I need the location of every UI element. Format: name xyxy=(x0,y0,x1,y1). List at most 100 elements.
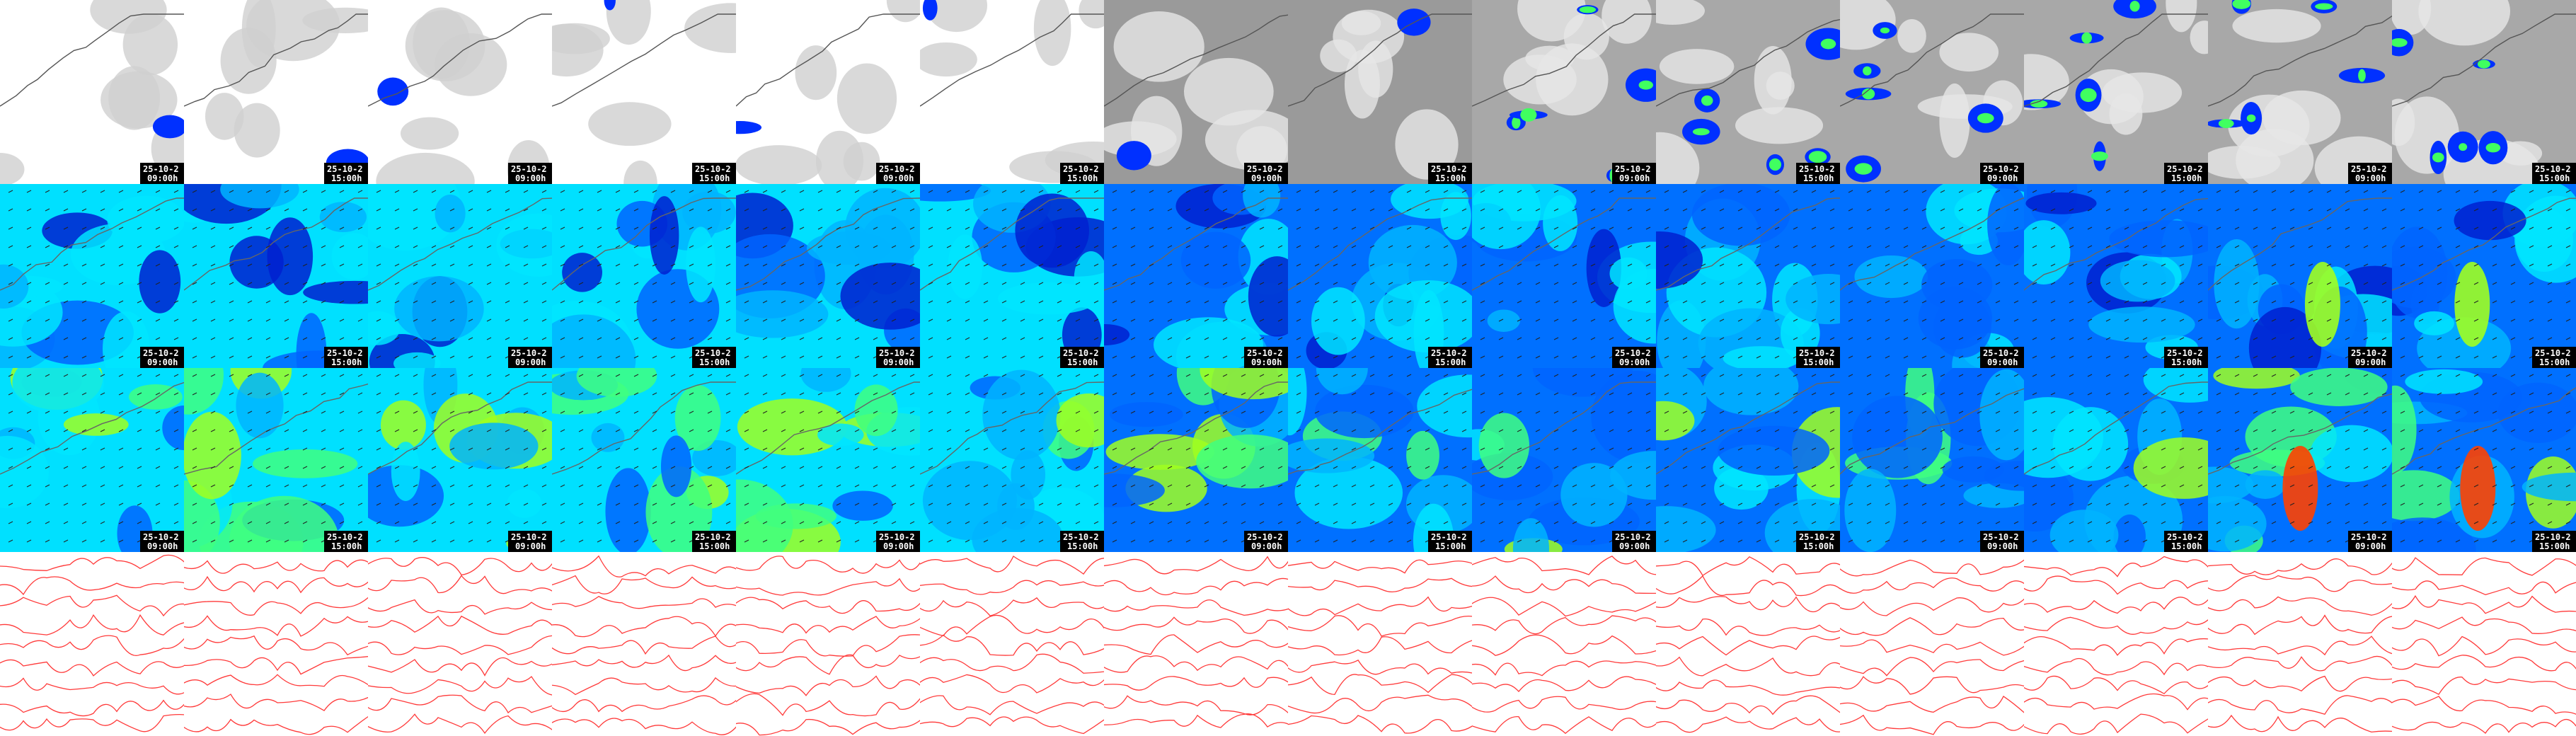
wind-arrow xyxy=(1645,263,1651,267)
wind-arrow xyxy=(1480,466,1485,469)
wind-arrow xyxy=(1535,282,1541,285)
wind-arrow xyxy=(284,539,289,543)
wind-arrow xyxy=(2087,539,2093,543)
timestamp-box xyxy=(508,347,552,368)
wind-arrow xyxy=(2363,282,2369,285)
field-blob xyxy=(1104,473,1165,507)
wind-arrow xyxy=(2418,374,2424,377)
wind-arrow xyxy=(1701,374,1706,377)
wind-arrow xyxy=(1921,300,1927,304)
wind-arrow xyxy=(1296,429,1301,432)
wind-arrow xyxy=(560,226,565,230)
isobar xyxy=(2392,616,2576,634)
wind-arrow xyxy=(1682,539,1688,543)
wind-arrow xyxy=(210,521,216,524)
wind-arrow xyxy=(1793,300,1798,304)
wind-arrow xyxy=(247,190,253,193)
wind-arrow xyxy=(2142,263,2148,267)
wind-arrow xyxy=(1664,374,1669,377)
wind-arrow xyxy=(615,337,621,340)
wind-arrow xyxy=(2271,374,2277,377)
wind-arrow xyxy=(1793,208,1798,212)
wind-arrow xyxy=(1774,447,1780,451)
wind-arrow xyxy=(505,282,510,285)
wind-arrow xyxy=(1848,282,1853,285)
wind-arrow xyxy=(505,466,510,469)
isobar xyxy=(2024,556,2208,577)
timestamp-time: 09:00h xyxy=(515,357,546,367)
wind-arrow xyxy=(45,226,50,230)
isobar xyxy=(0,677,184,695)
wind-arrow xyxy=(173,263,179,267)
coastline xyxy=(552,381,736,475)
wind-arrow xyxy=(1222,410,1228,414)
wind-arrow xyxy=(1241,318,1246,322)
wind-arrow xyxy=(1259,374,1265,377)
wind-arrow xyxy=(1719,521,1725,524)
wind-arrow xyxy=(817,245,823,248)
wind-arrow xyxy=(1609,263,1614,267)
field-blob xyxy=(184,411,241,500)
wind-arrow xyxy=(1921,282,1927,285)
wind-arrow xyxy=(486,300,492,304)
coastline xyxy=(1104,381,1288,475)
isobar xyxy=(2392,636,2576,657)
wind-arrow xyxy=(781,282,786,285)
wind-arrow xyxy=(63,410,69,414)
wind-arrow xyxy=(2013,282,2019,285)
wind-arrow xyxy=(45,429,50,432)
wind-arrow xyxy=(1701,502,1706,506)
wind-arrow xyxy=(1535,355,1541,359)
wind-arrow xyxy=(1829,263,1835,267)
wind-arrow xyxy=(486,466,492,469)
wind-arrow xyxy=(1241,374,1246,377)
wind-arrow xyxy=(1314,374,1320,377)
wind-arrow xyxy=(652,502,657,506)
wind-arrow xyxy=(2455,226,2461,230)
wind-arrow xyxy=(302,429,308,432)
wind-arrow xyxy=(670,263,676,267)
map-panel xyxy=(2208,552,2392,736)
wind-arrow xyxy=(1001,502,1007,506)
wind-arrow xyxy=(725,245,731,248)
wind-arrow xyxy=(762,392,768,396)
cloud xyxy=(1517,0,1586,42)
wind-arrow xyxy=(339,447,345,451)
precip-core xyxy=(1861,88,1875,100)
wind-arrow xyxy=(560,410,565,414)
wind-arrow xyxy=(2492,502,2497,506)
wind-arrow xyxy=(1259,282,1265,285)
wind-arrow xyxy=(1627,263,1633,267)
panel-background xyxy=(552,552,736,736)
wind-arrow xyxy=(1093,429,1099,432)
wind-arrow xyxy=(1793,263,1798,267)
wind-arrow xyxy=(247,226,253,230)
wind-arrow xyxy=(2308,245,2313,248)
wind-arrow xyxy=(1443,410,1449,414)
wind-arrow xyxy=(2253,374,2258,377)
wind-arrow xyxy=(1277,410,1283,414)
wind-arrow xyxy=(2142,245,2148,248)
wind-arrow xyxy=(1719,318,1725,322)
timestamp-time: 09:00h xyxy=(2355,173,2386,183)
wind-arrow xyxy=(2124,245,2129,248)
wind-arrow xyxy=(2013,190,2019,193)
wind-arrow xyxy=(2418,282,2424,285)
precip-core xyxy=(2218,119,2234,128)
wind-arrow xyxy=(597,263,602,267)
wind-arrow xyxy=(1075,282,1081,285)
wind-arrow xyxy=(615,282,621,285)
wind-arrow xyxy=(1517,429,1522,432)
wind-arrow xyxy=(1977,429,1982,432)
wind-arrow xyxy=(1664,392,1669,396)
field-max xyxy=(2460,446,2496,531)
wind-arrow xyxy=(2381,502,2387,506)
wind-arrow xyxy=(652,318,657,322)
wind-arrow xyxy=(1425,392,1430,396)
wind-arrow xyxy=(1903,190,1909,193)
wind-arrow xyxy=(2124,484,2129,488)
wind-arrow xyxy=(1498,355,1504,359)
timestamp-box xyxy=(1060,347,1104,368)
wind-arrow xyxy=(1112,466,1117,469)
wind-arrow xyxy=(2381,318,2387,322)
